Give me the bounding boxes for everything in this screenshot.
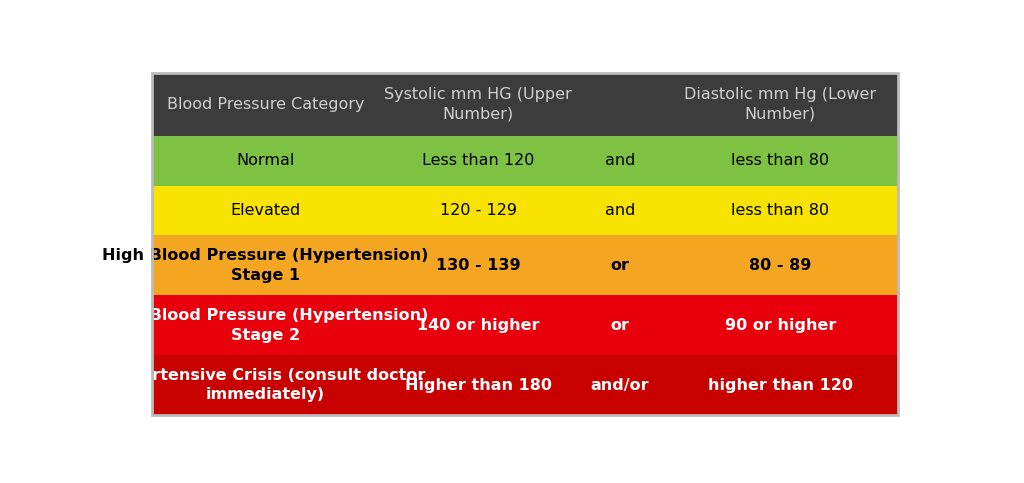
Text: 90 or higher: 90 or higher <box>725 318 836 333</box>
Text: 80 - 89: 80 - 89 <box>750 258 811 273</box>
Text: Hypertensive Crisis (consult doctor
immediately): Hypertensive Crisis (consult doctor imme… <box>105 368 425 402</box>
Text: Less than 120: Less than 120 <box>422 154 535 169</box>
Text: less than 80: less than 80 <box>731 203 829 218</box>
Bar <box>152 295 898 355</box>
Text: and: and <box>605 154 635 169</box>
Text: or: or <box>610 258 630 273</box>
Text: and: and <box>605 203 635 218</box>
Bar <box>152 136 898 186</box>
Text: Systolic mm HG (Upper
Number): Systolic mm HG (Upper Number) <box>384 87 572 122</box>
Text: and/or: and/or <box>591 378 649 393</box>
Text: 130 - 139: 130 - 139 <box>436 258 520 273</box>
Text: High Blood Pressure (Hypertension)
Stage 1: High Blood Pressure (Hypertension) Stage… <box>102 248 429 283</box>
Text: 120 - 129: 120 - 129 <box>439 203 517 218</box>
Text: Elevated: Elevated <box>230 203 301 218</box>
Text: less than 80: less than 80 <box>731 154 829 169</box>
Bar <box>152 355 898 415</box>
Text: higher than 120: higher than 120 <box>708 378 853 393</box>
Text: or: or <box>610 318 630 333</box>
Text: Higher than 180: Higher than 180 <box>404 378 552 393</box>
Text: 140 or higher: 140 or higher <box>417 318 540 333</box>
Text: High Blood Pressure (Hypertension)
Stage 2: High Blood Pressure (Hypertension) Stage… <box>102 308 429 342</box>
Bar <box>152 73 898 136</box>
Bar <box>152 235 898 295</box>
Text: Diastolic mm Hg (Lower
Number): Diastolic mm Hg (Lower Number) <box>684 87 877 122</box>
Bar <box>152 186 898 235</box>
Text: Blood Pressure Category: Blood Pressure Category <box>167 97 365 112</box>
Text: Normal: Normal <box>237 154 295 169</box>
